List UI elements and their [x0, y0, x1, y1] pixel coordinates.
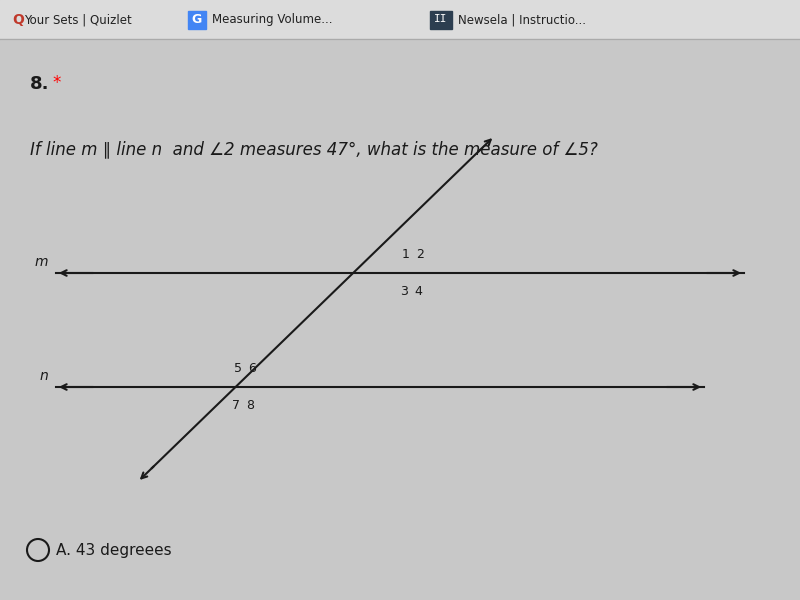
Text: 5: 5 [234, 362, 242, 375]
Text: Newsela | Instructio...: Newsela | Instructio... [458, 13, 586, 26]
Text: 4: 4 [414, 285, 422, 298]
Text: 6: 6 [248, 362, 256, 375]
Bar [0, 0, 800, 39]
Text: Q: Q [12, 13, 24, 26]
Text: G: G [192, 13, 202, 26]
Text: A. 43 degreees: A. 43 degreees [56, 542, 172, 557]
Text: 8.: 8. [30, 75, 50, 93]
Text: 8: 8 [246, 399, 254, 412]
Text: n: n [39, 369, 48, 383]
Bar [188, 10, 206, 28]
Text: If line m ∥ line n  and ∠2 measures 47°, what is the measure of ∠5?: If line m ∥ line n and ∠2 measures 47°, … [30, 140, 598, 158]
Text: 7: 7 [232, 399, 240, 412]
Bar [430, 10, 452, 28]
Text: II: II [434, 14, 448, 25]
Text: 3: 3 [400, 285, 408, 298]
Text: Measuring Volume...: Measuring Volume... [212, 13, 333, 26]
Text: Your Sets | Quizlet: Your Sets | Quizlet [24, 13, 132, 26]
Text: 1: 1 [402, 248, 410, 261]
Text: m: m [34, 255, 48, 269]
Text: *: * [52, 74, 60, 92]
Text: 2: 2 [416, 248, 424, 261]
